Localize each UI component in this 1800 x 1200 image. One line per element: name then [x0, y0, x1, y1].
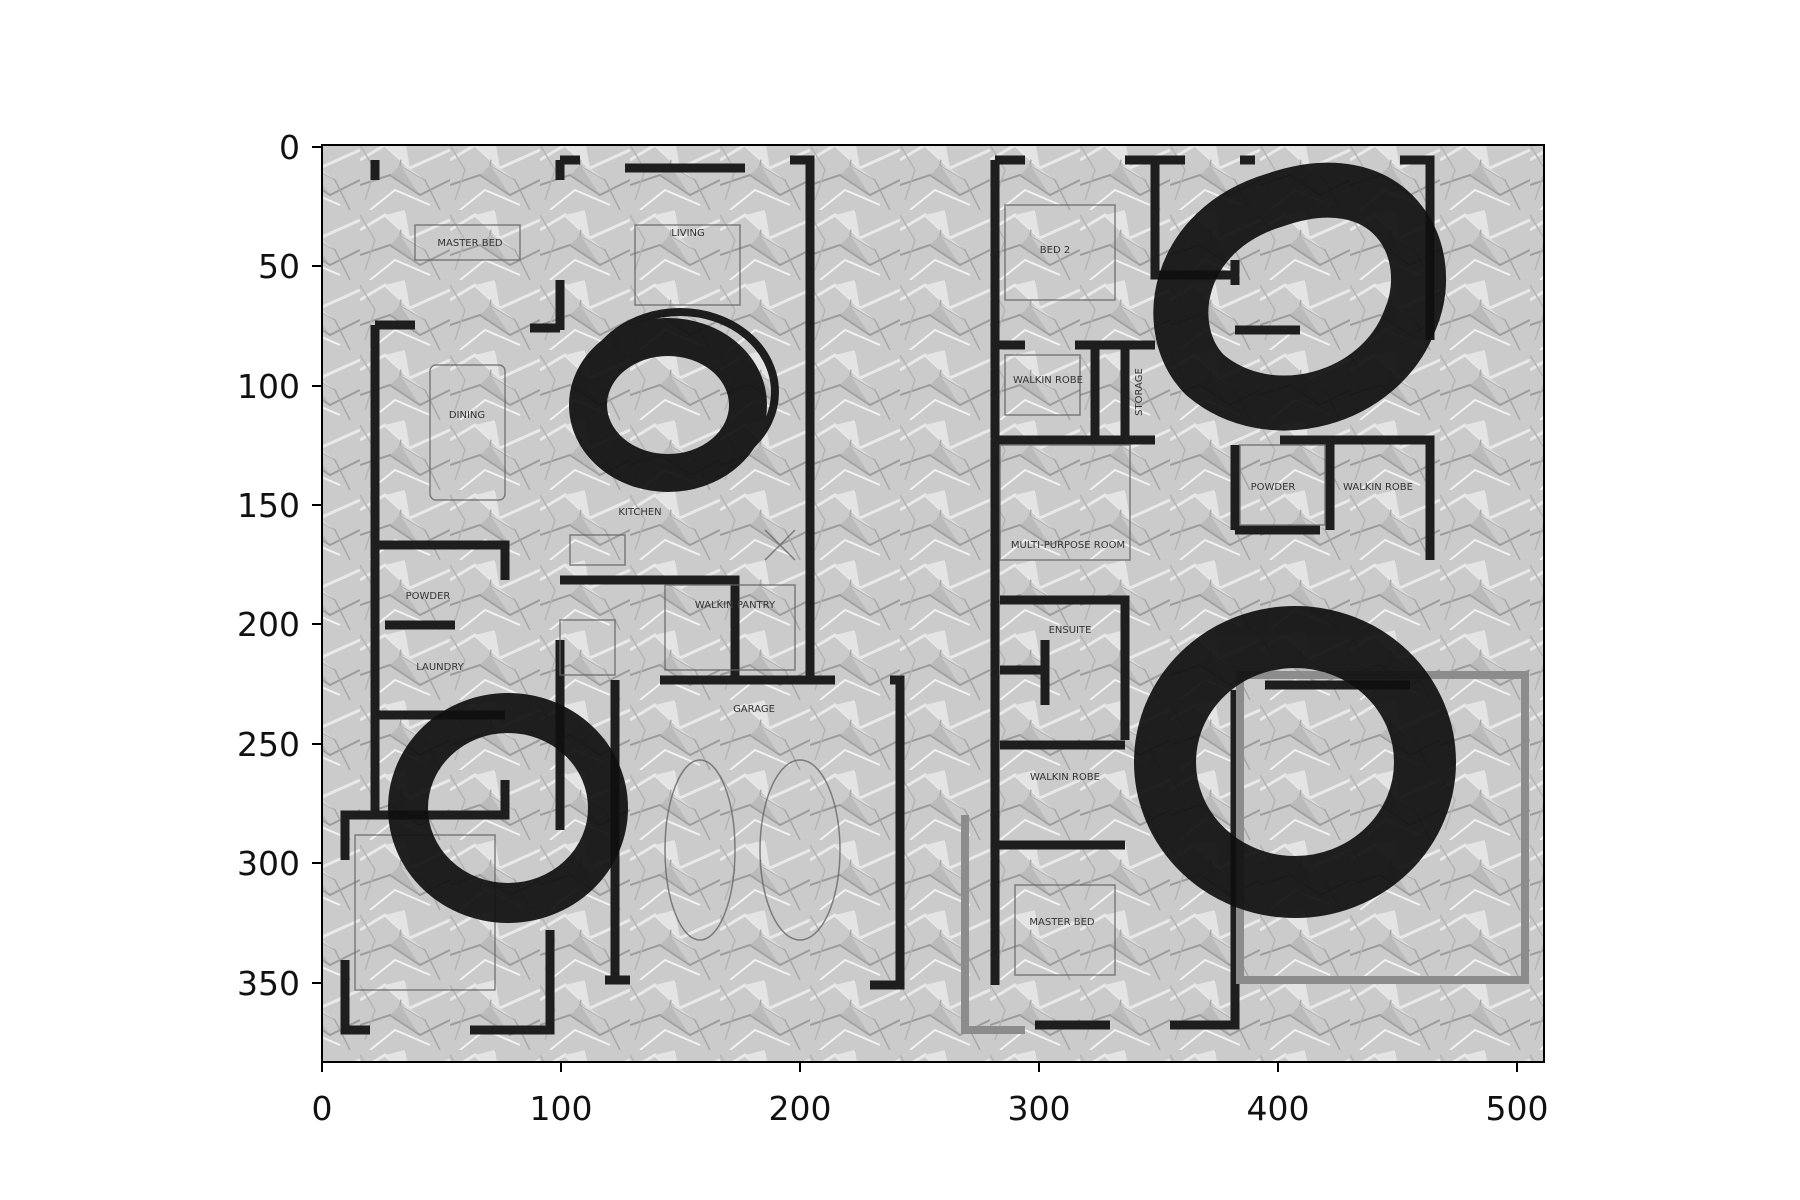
room-label-dining: DINING [449, 410, 485, 421]
plot-image: MASTER BED LIVING DINING KITCHEN POWDER … [322, 145, 1544, 1062]
x-tick-label: 500 [1486, 1089, 1549, 1128]
y-tick-label: 150 [237, 486, 300, 525]
room-label-multi-purpose: MULTI-PURPOSE ROOM [1011, 540, 1125, 551]
x-tick-label: 400 [1247, 1089, 1310, 1128]
room-label-ensuite: ENSUITE [1049, 625, 1092, 636]
room-label-bed-2: BED 2 [1040, 245, 1070, 256]
x-tick-label: 300 [1008, 1089, 1071, 1128]
y-tick-label: 250 [237, 725, 300, 764]
axes-frame [321, 144, 1545, 1063]
room-label-walkin-pantry: WALKIN PANTRY [695, 600, 776, 611]
ink-ring-bottom-left [388, 693, 628, 923]
room-label-powder-2: POWDER [1251, 482, 1296, 493]
y-tick-label: 200 [237, 605, 300, 644]
floor-plan-details [354, 204, 1326, 991]
room-labels: MASTER BED LIVING DINING KITCHEN POWDER … [406, 228, 1413, 928]
y-tick-label: 50 [258, 247, 300, 286]
room-label-walkin-robe-3: WALKIN ROBE [1030, 772, 1100, 783]
room-label-powder: POWDER [406, 591, 451, 602]
room-label-laundry: LAUNDRY [416, 662, 464, 673]
ink-ring-top-left-outer [581, 308, 779, 476]
x-axis [321, 1062, 1518, 1072]
y-tick-label: 100 [237, 367, 300, 406]
y-tick-label: 0 [279, 128, 300, 167]
x-tick-label: 100 [530, 1089, 593, 1128]
crumpled-paper-background [322, 145, 1544, 1062]
y-tick-label: 300 [237, 844, 300, 883]
ink-ring-bottom-right [1134, 606, 1456, 918]
room-label-walkin-robe-2: WALKIN ROBE [1343, 482, 1413, 493]
ink-ring-top-right [1153, 162, 1446, 431]
room-label-storage: STORAGE [1134, 368, 1145, 416]
x-tick-label: 200 [769, 1089, 832, 1128]
x-tick-labels: 0 100 200 300 400 500 [312, 1089, 1549, 1128]
room-label-master-bed-2: MASTER BED [1029, 917, 1095, 928]
room-label-garage: GARAGE [733, 704, 775, 715]
x-tick-label: 0 [312, 1089, 333, 1128]
ink-stains [388, 162, 1456, 923]
y-tick-label: 350 [237, 964, 300, 1003]
room-label-walkin-robe: WALKIN ROBE [1013, 375, 1083, 386]
y-tick-labels: 0 50 100 150 200 250 300 350 [237, 128, 300, 1003]
room-label-kitchen: KITCHEN [618, 507, 661, 518]
y-axis [312, 146, 322, 984]
room-label-living: LIVING [671, 228, 705, 239]
room-label-master-bed: MASTER BED [437, 238, 503, 249]
